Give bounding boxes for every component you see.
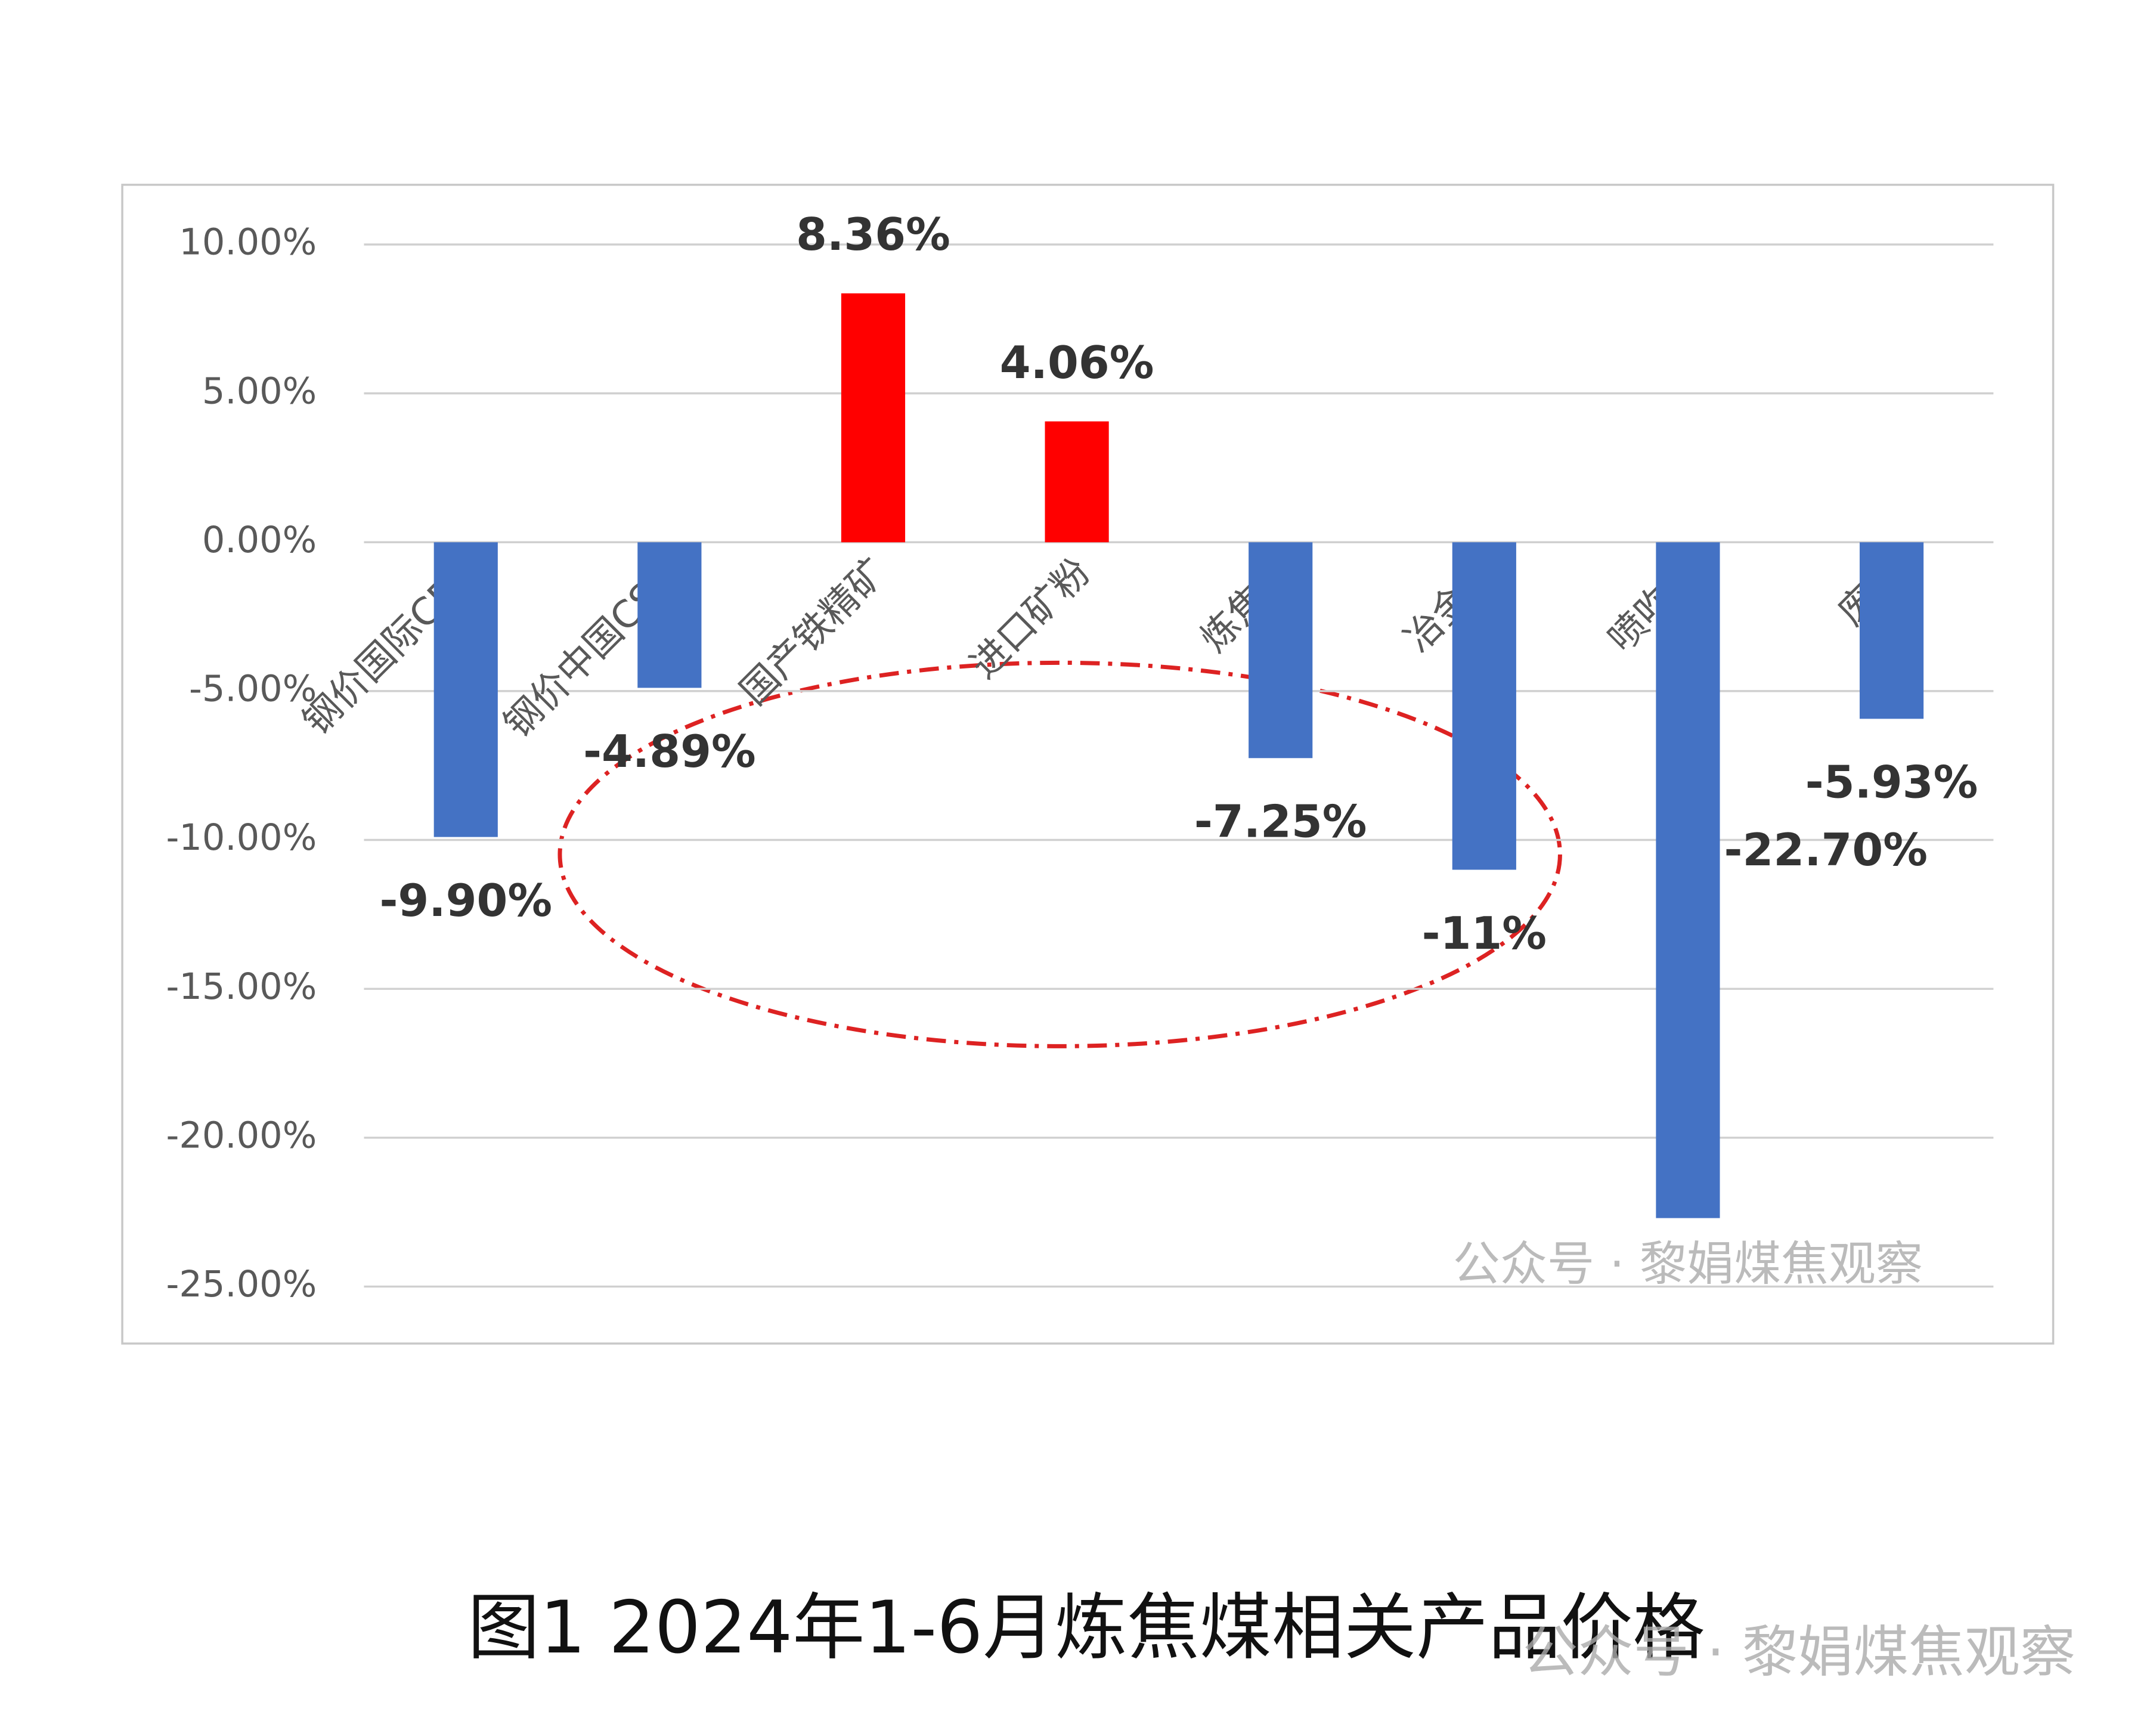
y-tick-label: -5.00% xyxy=(189,668,317,710)
y-tick-label: -15.00% xyxy=(166,966,317,1008)
y-tick-label: 10.00% xyxy=(179,222,317,264)
bar xyxy=(841,293,906,543)
data-label: -4.89% xyxy=(583,726,756,778)
y-tick-label: -20.00% xyxy=(166,1115,317,1156)
highlight-ellipse xyxy=(557,660,1562,1048)
caption: 图1 2024年1-6月炼焦煤相关产品价格 xyxy=(467,1586,1705,1670)
y-tick-label: -10.00% xyxy=(166,817,317,859)
data-label: -11% xyxy=(1422,908,1547,960)
bar xyxy=(433,542,498,837)
data-label: 4.06% xyxy=(1000,337,1154,389)
watermark: 公众号 · 黎娟煤焦观察 xyxy=(1522,1620,2076,1685)
bar xyxy=(1656,542,1720,1218)
data-label: -22.70% xyxy=(1724,824,1928,876)
bar xyxy=(637,542,702,688)
watermark: 公众号 · 黎娟煤焦观察 xyxy=(1453,1236,1923,1291)
data-label: 8.36% xyxy=(796,209,950,261)
bar xyxy=(1452,542,1516,870)
bar xyxy=(1045,421,1109,543)
data-label: -9.90% xyxy=(379,875,552,927)
y-tick-label: 5.00% xyxy=(202,370,317,412)
y-tick-label: -25.00% xyxy=(166,1264,317,1305)
data-label: -7.25% xyxy=(1194,796,1367,848)
data-label: -5.93% xyxy=(1805,757,1978,809)
y-tick-label: 0.00% xyxy=(202,519,317,561)
bar xyxy=(1859,542,1924,719)
bar xyxy=(1249,542,1313,759)
